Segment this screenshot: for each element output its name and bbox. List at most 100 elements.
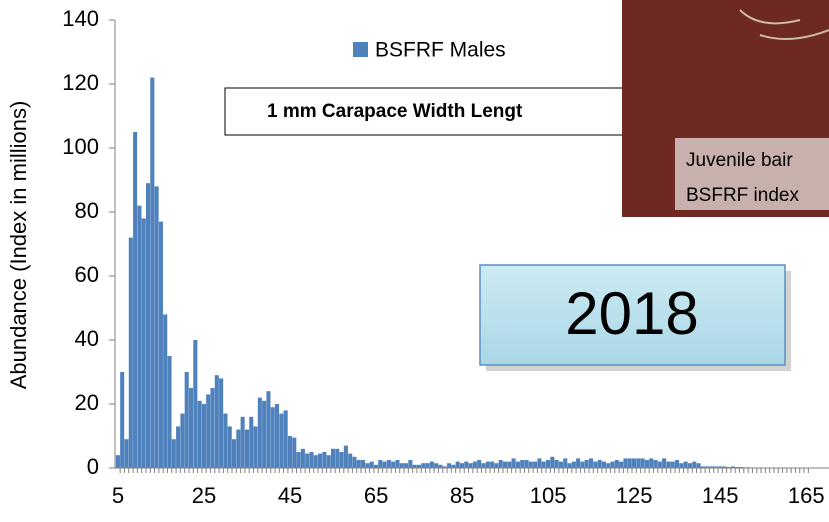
y-tick-label: 0: [87, 454, 99, 479]
bar: [529, 462, 533, 468]
x-tick-label: 105: [530, 483, 567, 508]
caption-line: BSFRF index: [686, 185, 799, 206]
bar: [340, 452, 344, 468]
bar: [383, 462, 387, 468]
bar: [593, 462, 597, 468]
y-tick-label: 120: [62, 70, 99, 95]
bar: [335, 449, 339, 468]
bar: [348, 454, 352, 468]
x-tick-label: 45: [278, 483, 302, 508]
bar: [232, 439, 236, 468]
bar: [210, 388, 214, 468]
bar: [228, 426, 232, 468]
bar: [124, 439, 128, 468]
bar: [163, 314, 167, 468]
bar: [542, 462, 546, 468]
bar: [129, 238, 133, 468]
bar: [236, 430, 240, 468]
bar: [245, 430, 249, 468]
bar: [292, 438, 296, 468]
bar: [391, 462, 395, 468]
bar: [215, 375, 219, 468]
bar: [563, 458, 567, 468]
bar: [503, 462, 507, 468]
bar: [133, 132, 137, 468]
bar: [589, 458, 593, 468]
bar: [490, 462, 494, 468]
bar: [352, 457, 356, 468]
bar: [572, 462, 576, 468]
bar: [284, 410, 288, 468]
bar: [395, 460, 399, 468]
bar: [684, 462, 688, 468]
legend-swatch: [353, 42, 368, 57]
subtitle: 1 mm Carapace Width Lengt: [267, 101, 523, 122]
bar: [675, 460, 679, 468]
x-tick-label: 25: [192, 483, 216, 508]
bar: [159, 222, 163, 468]
bar: [327, 455, 331, 468]
bar: [516, 462, 520, 468]
bar: [494, 463, 498, 468]
bar: [692, 462, 696, 468]
bar: [654, 460, 658, 468]
bar: [331, 449, 335, 468]
bar: [404, 463, 408, 468]
bar: [176, 426, 180, 468]
bar: [473, 462, 477, 468]
bar: [378, 460, 382, 468]
bar: [219, 378, 223, 468]
bar: [641, 458, 645, 468]
bar: [253, 426, 257, 468]
bar: [658, 462, 662, 468]
bar: [447, 463, 451, 468]
bar: [477, 460, 481, 468]
bar: [469, 463, 473, 468]
bar: [120, 372, 124, 468]
bar: [146, 183, 150, 468]
bar: [606, 463, 610, 468]
legend-label: BSFRF Males: [375, 39, 506, 62]
bar: [512, 458, 516, 468]
bar: [370, 462, 374, 468]
bar: [481, 463, 485, 468]
bar: [623, 458, 627, 468]
bar: [241, 417, 245, 468]
bar: [580, 462, 584, 468]
bar: [357, 460, 361, 468]
bar: [619, 462, 623, 468]
bar: [598, 460, 602, 468]
bar: [533, 462, 537, 468]
bar: [189, 388, 193, 468]
bar: [421, 463, 425, 468]
bar: [426, 463, 430, 468]
bar: [585, 460, 589, 468]
bar: [559, 462, 563, 468]
bar: [365, 463, 369, 468]
bar: [198, 401, 202, 468]
bar: [155, 186, 159, 468]
bar: [546, 460, 550, 468]
bar: [223, 414, 227, 468]
bar: [679, 463, 683, 468]
bar: [507, 462, 511, 468]
bar: [615, 460, 619, 468]
bar: [567, 463, 571, 468]
bar: [309, 452, 313, 468]
x-tick-label: 85: [450, 483, 474, 508]
bar: [150, 78, 154, 468]
bar: [271, 407, 275, 468]
bar: [279, 414, 283, 468]
bar: [649, 458, 653, 468]
bar: [206, 394, 210, 468]
page: {"chart_data": {"type": "bar", "ylabel":…: [0, 0, 829, 522]
bar: [258, 398, 262, 468]
bar: [275, 404, 279, 468]
year-label: 2018: [565, 280, 698, 347]
bar: [537, 458, 541, 468]
y-tick-label: 60: [75, 262, 99, 287]
bar: [602, 462, 606, 468]
bar: [167, 356, 171, 468]
bar: [305, 454, 309, 468]
bar: [486, 462, 490, 468]
